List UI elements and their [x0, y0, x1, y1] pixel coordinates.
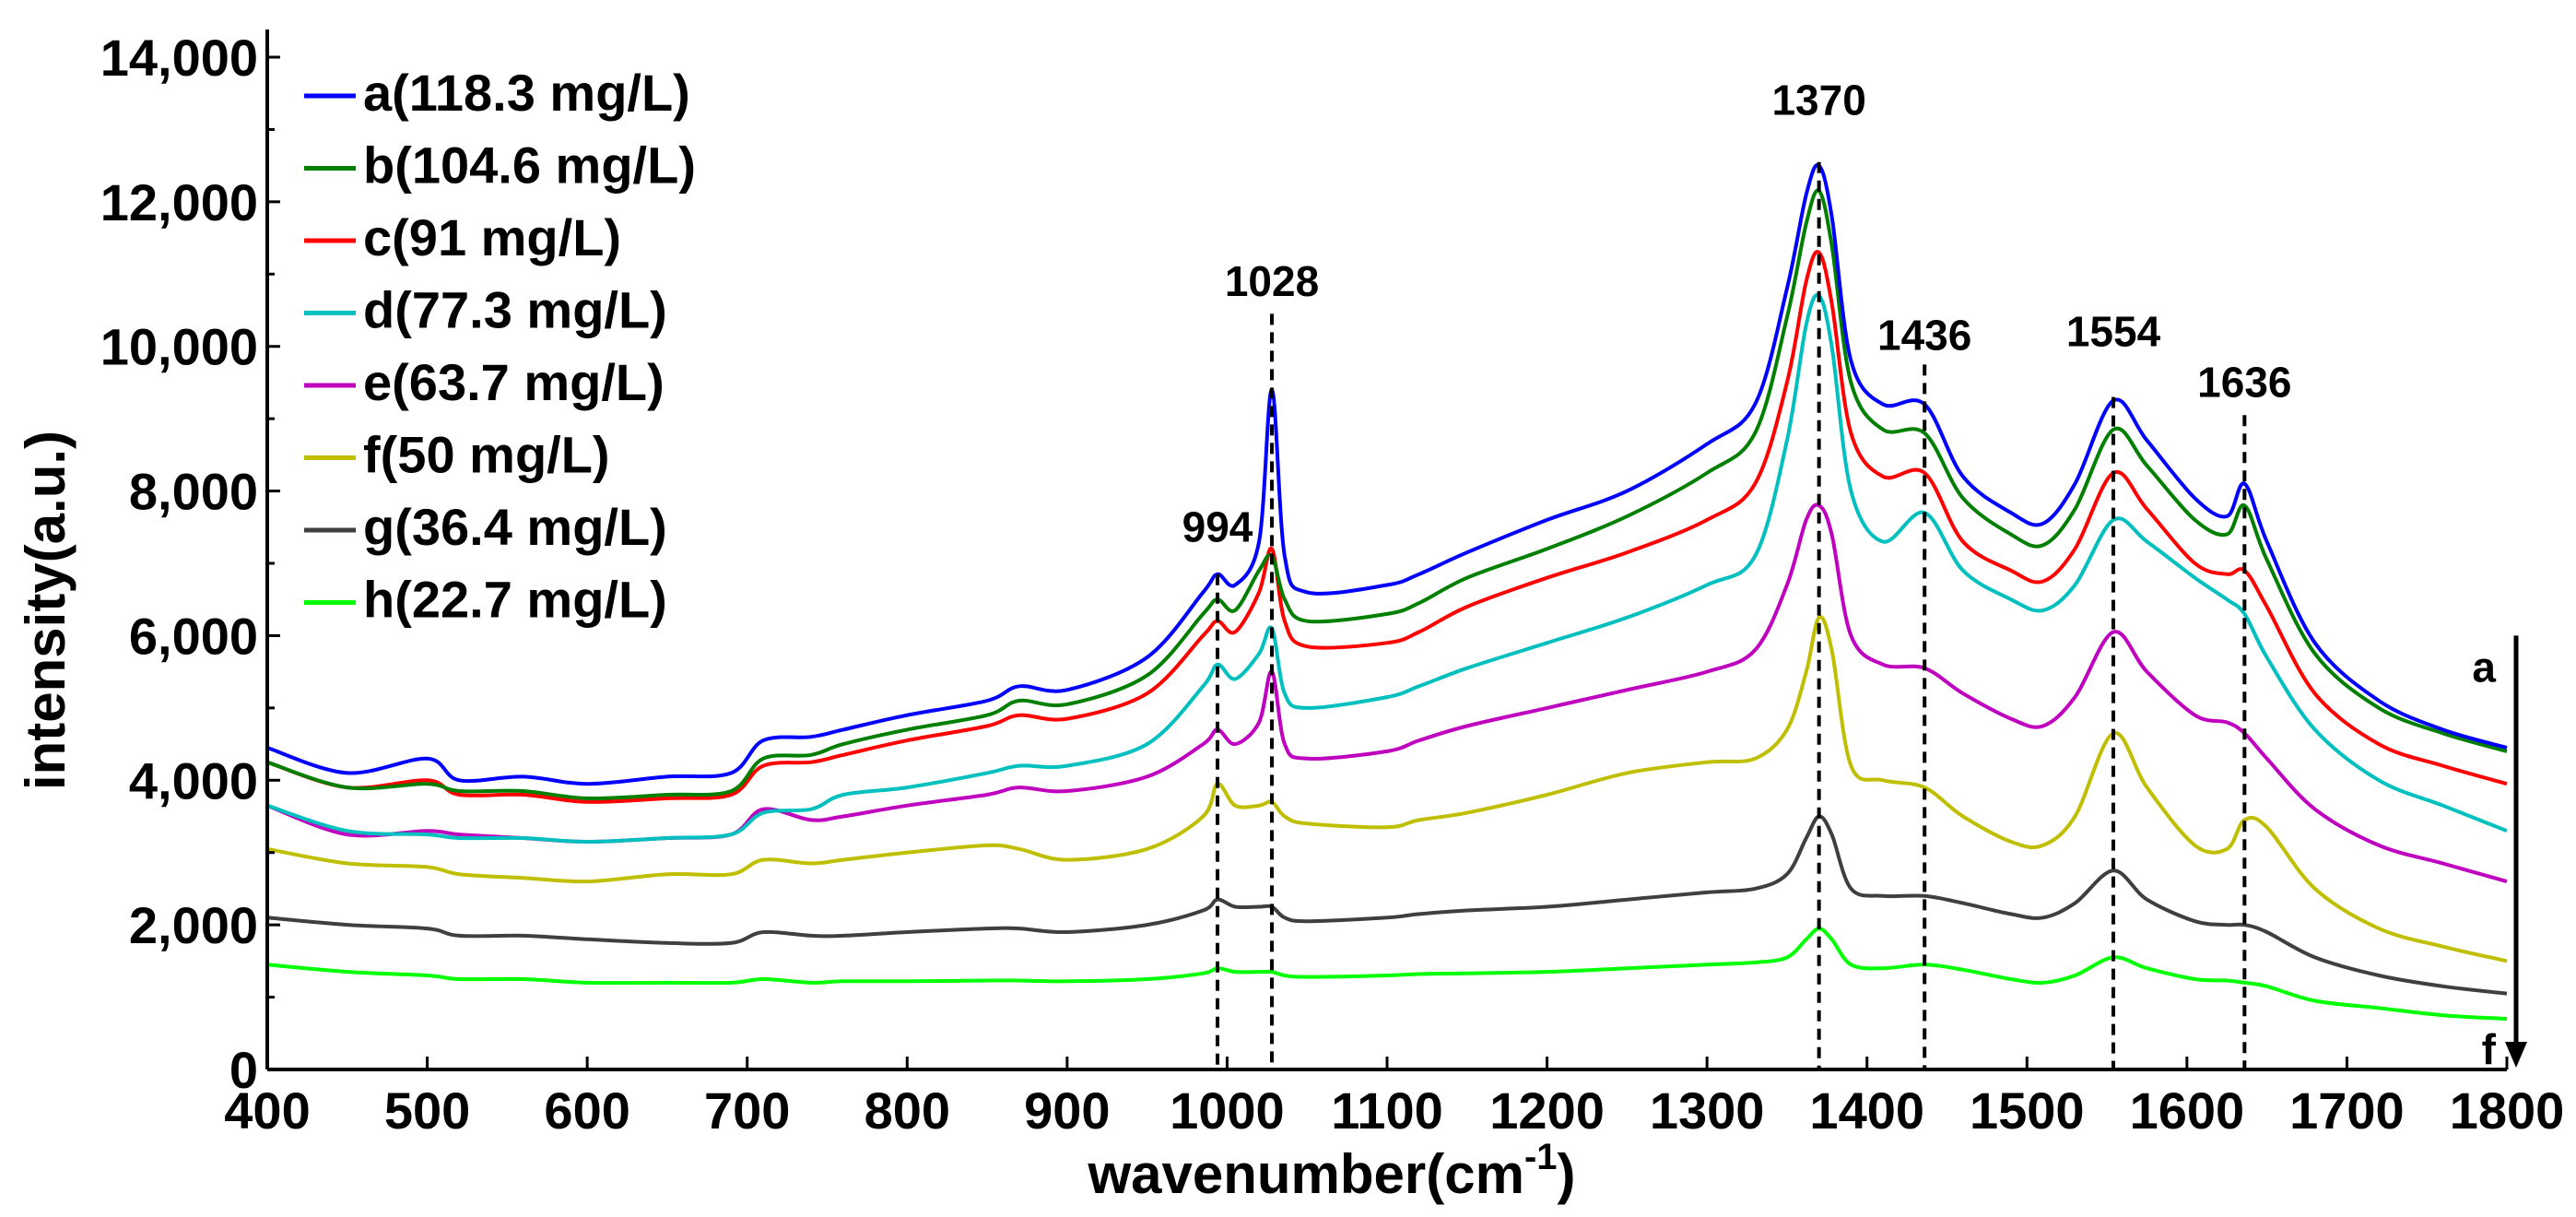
- x-axis-label: wavenumber(cm-1): [1087, 1137, 1575, 1205]
- legend-label-e: e(63.7 mg/L): [363, 353, 665, 411]
- legend-label-d: d(77.3 mg/L): [363, 281, 667, 339]
- legend-label-b: b(104.6 mg/L): [363, 136, 696, 195]
- series-line-h: [266, 927, 2508, 1022]
- x-tick-label: 1800: [2450, 1081, 2565, 1140]
- peak-label-1554: 1554: [2066, 308, 2161, 356]
- series-line-c: [266, 250, 2508, 804]
- x-axis-label-main: wavenumber(cm: [1087, 1143, 1524, 1205]
- x-tick-label: 1000: [1170, 1081, 1285, 1140]
- concentration-arrow: af: [2472, 635, 2527, 1073]
- x-tick-label: 1500: [1970, 1081, 2085, 1140]
- peak-label-994: 994: [1182, 502, 1253, 550]
- series-line-f: [266, 615, 2508, 963]
- legend-label-h: h(22.7 mg/L): [363, 571, 667, 629]
- y-axis-label: intensity(a.u.): [15, 431, 76, 790]
- x-tick-label: 1200: [1489, 1081, 1605, 1140]
- x-tick-label: 700: [704, 1081, 790, 1140]
- legend-label-c: c(91 mg/L): [363, 208, 621, 266]
- peak-label-1028: 1028: [1225, 257, 1319, 305]
- x-tick-label: 900: [1024, 1081, 1110, 1140]
- x-tick-label: 400: [224, 1081, 310, 1140]
- x-tick-label: 1700: [2289, 1081, 2405, 1140]
- y-tick-label: 6,000: [129, 607, 258, 665]
- legend-label-f: f(50 mg/L): [363, 426, 610, 484]
- x-tick-label: 1600: [2130, 1081, 2245, 1140]
- series-line-b: [266, 188, 2508, 800]
- x-tick-label: 600: [544, 1081, 629, 1140]
- y-tick-label: 12,000: [100, 173, 258, 231]
- annotation-layer: 994 1028 1370 1436 1554 1636: [1182, 77, 2292, 1069]
- axes-layer: 400 500 600 700 800 900 1000 1100 1200 1300 1400 15…: [100, 29, 2565, 1140]
- legend: a(118.3 mg/L) b(104.6 mg/L) c(91 mg/L) d(77…: [304, 64, 696, 629]
- arrow-top-label: a: [2472, 643, 2496, 691]
- y-tick-label: 0: [229, 1041, 258, 1099]
- legend-label-g: g(36.4 mg/L): [363, 498, 667, 556]
- x-tick-label: 1300: [1650, 1081, 1765, 1140]
- x-tick-label: 1400: [1809, 1081, 1924, 1140]
- y-tick-label: 10,000: [100, 318, 258, 376]
- peak-label-1370: 1370: [1771, 77, 1865, 124]
- peak-label-1436: 1436: [1877, 312, 1971, 360]
- x-tick-label: 800: [865, 1081, 950, 1140]
- y-tick-label: 14,000: [100, 29, 258, 87]
- x-tick-label: 500: [384, 1081, 470, 1140]
- series-line-a: [266, 162, 2508, 786]
- y-tick-label: 2,000: [129, 896, 258, 954]
- y-tick-label: 4,000: [129, 751, 258, 809]
- series-line-g: [266, 814, 2508, 996]
- arrow-head: [2505, 1042, 2527, 1068]
- series-line-e: [266, 502, 2508, 884]
- series-layer: [266, 162, 2508, 1022]
- x-tick-label: 1100: [1331, 1081, 1443, 1140]
- x-axis-label-close: ): [1558, 1143, 1576, 1205]
- legend-label-a: a(118.3 mg/L): [363, 64, 690, 122]
- peak-label-1636: 1636: [2197, 359, 2291, 407]
- y-tick-label: 8,000: [129, 463, 258, 521]
- x-axis-label-superscript: -1: [1524, 1137, 1558, 1177]
- series-line-d: [266, 292, 2508, 844]
- arrow-bottom-label: f: [2482, 1025, 2497, 1073]
